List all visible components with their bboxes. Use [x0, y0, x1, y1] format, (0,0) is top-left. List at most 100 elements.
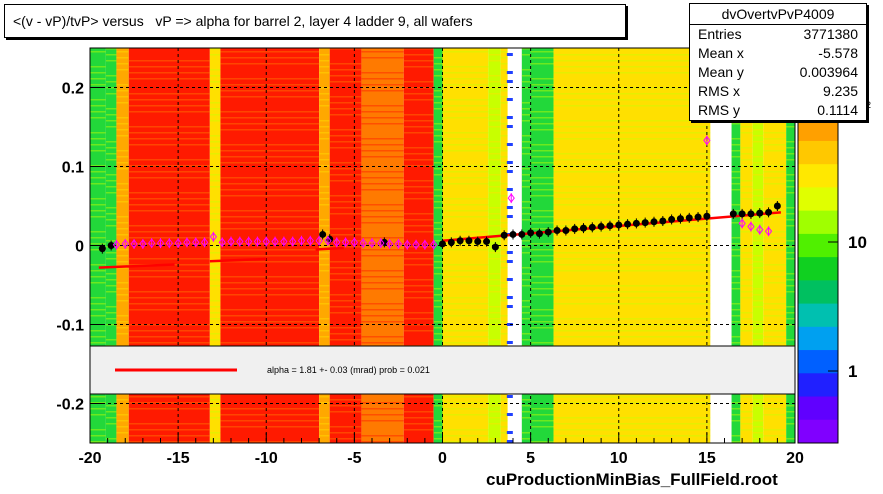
heatmap-texture — [329, 339, 362, 341]
heatmap-texture — [530, 441, 554, 443]
heatmap-texture — [403, 60, 434, 62]
heatmap-texture — [329, 168, 362, 170]
data-point — [588, 223, 596, 231]
heatmap-texture — [442, 297, 489, 299]
heatmap-texture — [731, 303, 741, 305]
heatmap-texture — [220, 177, 320, 179]
heatmap-texture — [319, 138, 330, 140]
heatmap-texture — [319, 258, 330, 260]
heatmap-texture — [209, 318, 221, 320]
data-point — [500, 231, 508, 239]
heatmap-texture — [530, 282, 554, 284]
heatmap-texture — [553, 417, 711, 419]
heatmap-texture — [329, 261, 362, 263]
heatmap-texture — [433, 339, 443, 341]
heatmap-texture — [209, 300, 221, 302]
data-point-alt — [174, 238, 182, 248]
heatmap-column — [786, 48, 795, 443]
stats-key: Mean y — [698, 64, 744, 80]
heatmap-texture — [319, 60, 330, 62]
heatmap-texture — [763, 270, 787, 272]
heatmap-texture — [433, 300, 443, 302]
heatmap-texture — [740, 330, 753, 332]
heatmap-texture — [105, 48, 117, 50]
heatmap-texture — [329, 48, 362, 50]
x-tick-label: 10 — [610, 450, 628, 467]
data-point — [544, 228, 552, 236]
heatmap-texture — [442, 429, 489, 431]
heatmap-sparse-bin — [506, 251, 513, 254]
heatmap-texture — [488, 141, 501, 143]
heatmap-texture — [319, 99, 330, 101]
heatmap-texture — [553, 429, 711, 431]
data-point-alt — [507, 193, 515, 203]
heatmap-texture — [403, 396, 434, 398]
heatmap-texture — [90, 99, 106, 101]
heatmap-texture — [220, 441, 320, 443]
heatmap-texture — [209, 207, 221, 209]
heatmap-texture — [521, 141, 531, 143]
heatmap-texture — [361, 249, 404, 251]
heatmap-texture — [361, 321, 404, 323]
heatmap-texture — [740, 186, 753, 188]
heatmap-texture — [361, 408, 404, 410]
heatmap-texture — [752, 438, 764, 440]
heatmap-texture — [128, 72, 210, 74]
heatmap-texture — [740, 180, 753, 182]
heatmap-sparse-bin — [506, 413, 513, 416]
heatmap-texture — [319, 423, 330, 425]
data-point-alt — [412, 239, 420, 250]
data-point — [580, 224, 587, 232]
heatmap-column — [507, 48, 522, 443]
heatmap-texture — [433, 327, 443, 329]
stats-row-mean-y: Mean y 0.003964 — [690, 63, 866, 82]
heatmap-texture — [403, 411, 434, 413]
heatmap-texture — [319, 285, 330, 287]
heatmap-texture — [786, 438, 795, 440]
heatmap-texture — [116, 414, 129, 416]
heatmap-texture — [319, 204, 330, 206]
heatmap-texture — [361, 150, 404, 152]
heatmap-texture — [209, 306, 221, 308]
heatmap-texture — [740, 285, 753, 287]
heatmap-texture — [329, 135, 362, 137]
heatmap-texture — [329, 426, 362, 428]
heatmap-texture — [500, 420, 508, 422]
heatmap-texture — [105, 279, 117, 281]
heatmap-texture — [752, 261, 764, 263]
heatmap-texture — [220, 255, 320, 257]
heatmap-texture — [209, 114, 221, 116]
heatmap-texture — [521, 186, 531, 188]
data-point-alt — [368, 238, 376, 248]
heatmap-texture — [433, 438, 443, 440]
heatmap-texture — [433, 267, 443, 269]
heatmap-texture — [763, 297, 787, 299]
heatmap-texture — [403, 324, 434, 326]
heatmap-texture — [500, 117, 508, 119]
heatmap-texture — [530, 84, 554, 86]
heatmap-texture — [433, 90, 443, 92]
data-point — [447, 238, 455, 246]
heatmap-texture — [752, 174, 764, 176]
heatmap-texture — [442, 249, 489, 251]
data-point-alt — [130, 239, 138, 249]
heatmap-texture — [500, 195, 508, 197]
heatmap-texture — [488, 306, 501, 308]
heatmap-texture — [433, 288, 443, 290]
heatmap-texture — [752, 399, 764, 401]
heatmap-texture — [553, 435, 711, 437]
heatmap-texture — [319, 396, 330, 398]
heatmap-sparse-bin — [506, 206, 513, 209]
heatmap-texture — [488, 54, 501, 56]
heatmap-texture — [319, 336, 330, 338]
heatmap-texture — [763, 408, 787, 410]
colorbar-segment — [798, 233, 838, 258]
heatmap-texture — [319, 237, 330, 239]
heatmap-texture — [740, 312, 753, 314]
heatmap-texture — [500, 228, 508, 230]
heatmap-texture — [329, 399, 362, 401]
heatmap-texture — [403, 252, 434, 254]
heatmap-texture — [763, 243, 787, 245]
heatmap-texture — [521, 153, 531, 155]
heatmap-texture — [521, 174, 531, 176]
